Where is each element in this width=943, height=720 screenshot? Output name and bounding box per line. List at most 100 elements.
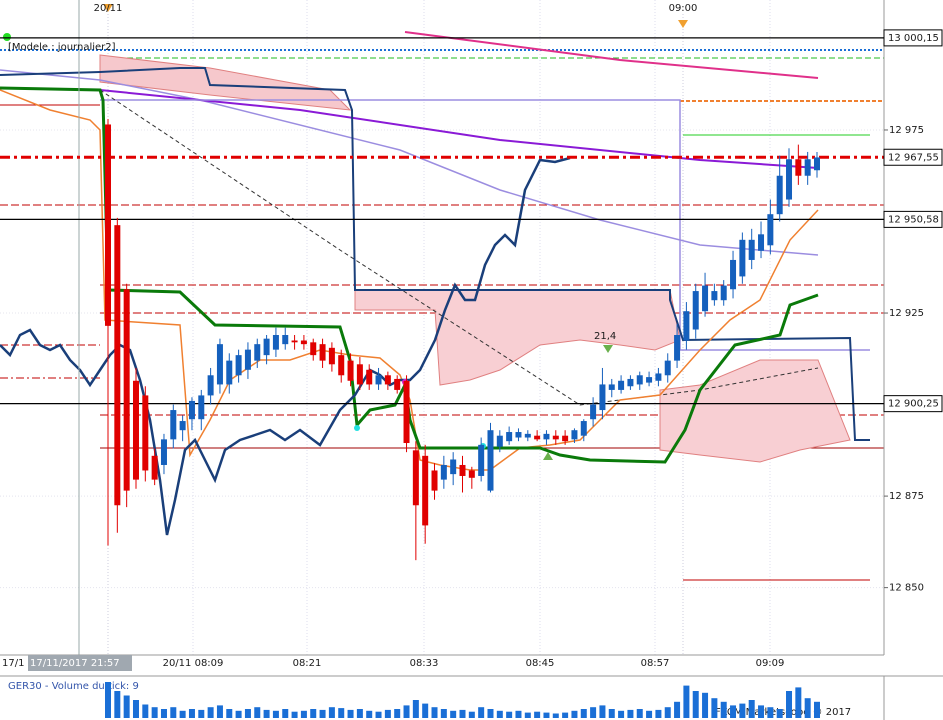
candle-body: [692, 291, 699, 330]
top-time-label: 09:00: [669, 3, 698, 14]
candle-body: [188, 400, 195, 420]
indicator-line: [99, 89, 819, 169]
candle-body: [160, 439, 167, 465]
candle-body: [571, 430, 578, 440]
y-tick-label: 12 850: [889, 583, 924, 594]
volume-bar: [552, 713, 559, 718]
volume-bar: [338, 708, 345, 718]
indicator-line: [100, 99, 870, 351]
volume-bar: [599, 705, 606, 718]
candle-body: [394, 378, 401, 390]
candle-body: [767, 214, 774, 246]
candle-body: [235, 355, 242, 376]
candle-body: [655, 373, 662, 381]
price-level-label: 13 000,15: [888, 33, 939, 44]
volume-bar: [776, 709, 783, 718]
candle-body: [459, 464, 466, 476]
volume-bar: [412, 700, 419, 718]
price-level-box: [883, 210, 943, 228]
volume-bar: [170, 707, 177, 718]
candle-body: [263, 338, 270, 356]
signal-dot: [3, 33, 11, 41]
volume-bar: [524, 712, 531, 718]
volume-bar: [804, 698, 811, 718]
volume-bar: [198, 709, 205, 718]
y-tick-label: 12 975: [889, 125, 924, 136]
volume-bar: [664, 707, 671, 718]
candle-body: [170, 410, 177, 440]
crosshair-label-bg: [28, 655, 132, 671]
volume-bar: [618, 710, 625, 718]
indicator-line: [99, 89, 819, 406]
annotation: 21,4: [594, 331, 616, 342]
candle-body: [720, 285, 727, 301]
volume-bar: [786, 691, 793, 718]
volume-bar: [319, 709, 326, 718]
x-tick-label: 20/11 08:09: [163, 658, 224, 669]
candle-body: [412, 450, 419, 506]
volume-bar: [758, 705, 765, 718]
time-marker: [103, 4, 113, 12]
volume-bar: [235, 710, 242, 718]
volume-bar: [767, 707, 774, 718]
volume-bar: [730, 705, 737, 718]
volume-bar: [646, 710, 653, 718]
candle-body: [515, 432, 522, 438]
credit: FXCM Marketscope © 2017: [715, 707, 851, 718]
volume-bar: [226, 709, 233, 718]
candle-body: [534, 435, 541, 440]
candle-body: [580, 421, 587, 436]
volume-bar: [384, 709, 391, 718]
volume-bar: [244, 709, 251, 718]
volume-bar: [216, 705, 223, 718]
volume-bar: [468, 711, 475, 718]
candle-body: [431, 470, 438, 491]
volume-bar: [440, 709, 447, 718]
x-tick-label: 09:09: [756, 658, 785, 669]
candle-body: [366, 369, 373, 385]
x-tick-label: 17/11/2017 21:57: [30, 658, 120, 669]
candle-body: [786, 159, 793, 200]
volume-bar: [543, 712, 550, 718]
volume-bar: [347, 709, 354, 718]
candle-body: [814, 157, 820, 171]
cloud: [659, 359, 851, 463]
volume-bar: [515, 710, 522, 718]
volume-bar: [403, 705, 410, 718]
volume-bar: [534, 711, 541, 718]
volume-bar: [394, 709, 401, 718]
volume-bar: [132, 700, 139, 718]
candle-body: [487, 430, 494, 491]
volume-bar: [478, 707, 485, 718]
candle-body: [702, 285, 709, 312]
volume-bar: [422, 703, 429, 718]
volume-bar: [655, 709, 662, 718]
signal-dot: [354, 425, 360, 431]
price-level-box: [883, 395, 943, 413]
candle-body: [291, 340, 298, 343]
volume-bar: [114, 691, 121, 718]
indicator-line: [0, 69, 819, 256]
volume-bar: [562, 712, 569, 718]
x-tick-label: 08:57: [641, 658, 670, 669]
volume-bar: [142, 704, 149, 718]
candle-body: [384, 375, 391, 385]
volume-bar: [720, 701, 727, 718]
candle-body: [450, 459, 457, 475]
candle-body: [272, 335, 279, 350]
candle-body: [338, 355, 345, 376]
candle-body: [310, 342, 317, 356]
arrow-down: [603, 345, 613, 353]
volume-bar: [375, 711, 382, 718]
volume-bar: [590, 707, 597, 718]
y-tick-label: 12 875: [889, 491, 924, 502]
volume-bar: [692, 691, 699, 718]
candle-body: [319, 344, 326, 361]
volume-bar: [739, 703, 746, 718]
top-time-label: 20/11: [94, 3, 123, 14]
volume-bar: [702, 692, 709, 718]
y-tick-label: 12 925: [889, 308, 924, 319]
candle-body: [226, 360, 233, 385]
candle-body: [636, 375, 643, 385]
x-tick-label: 08:21: [293, 658, 322, 669]
